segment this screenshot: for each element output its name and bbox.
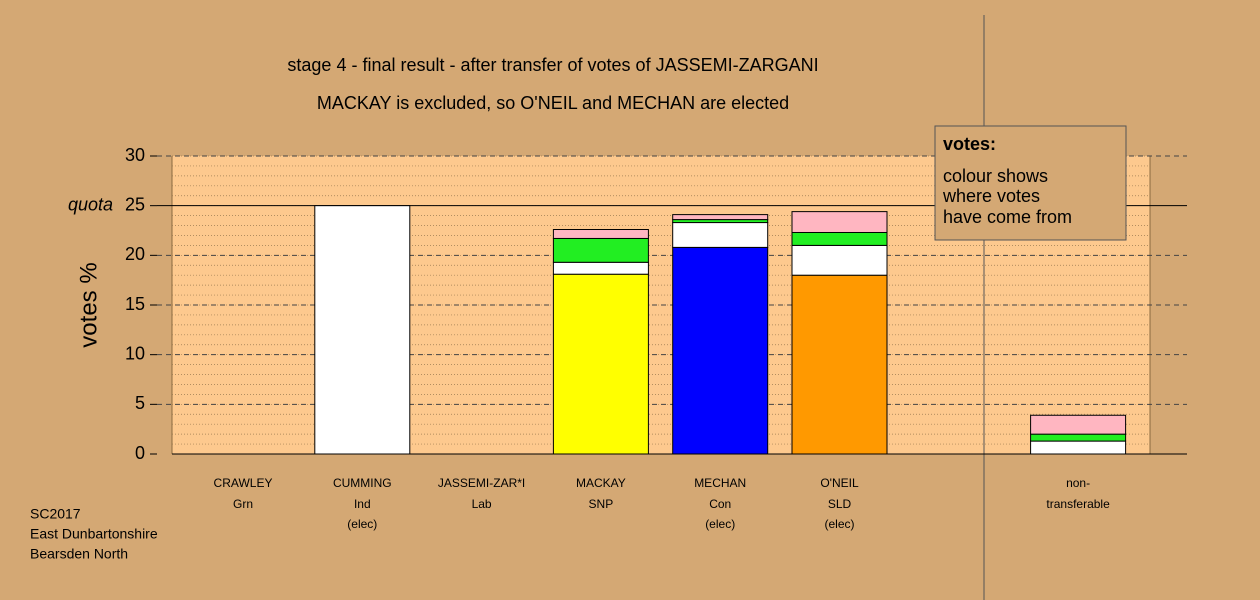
bar-segment <box>552 237 649 263</box>
footer-text: East Dunbartonshire <box>30 526 158 542</box>
y-tick-label: 15 <box>125 294 145 314</box>
x-tick-sublabel: Grn <box>233 497 253 511</box>
bar-segment <box>672 246 769 455</box>
x-tick-label: non- <box>1066 476 1090 490</box>
x-tick-label: O'NEIL <box>820 476 859 490</box>
bar-segment <box>552 273 649 455</box>
y-tick-label: 20 <box>125 244 145 264</box>
bar-segment <box>1030 440 1127 455</box>
bar-segment <box>1030 433 1127 442</box>
bar-segment <box>1030 414 1127 435</box>
bar-segment <box>552 261 649 275</box>
quota-label: quota <box>68 194 113 214</box>
x-tick-label: MACKAY <box>576 476 626 490</box>
x-tick-status: (elec) <box>824 517 854 531</box>
footer-text: SC2017 <box>30 506 81 522</box>
x-tick-sublabel: transferable <box>1046 497 1110 511</box>
x-tick-sublabel: Con <box>709 497 731 511</box>
x-tick-sublabel: SNP <box>589 497 614 511</box>
chart-subtitle: MACKAY is excluded, so O'NEIL and MECHAN… <box>317 93 789 113</box>
x-tick-label: JASSEMI-ZAR*I <box>438 476 525 490</box>
bar-segment <box>791 244 888 276</box>
legend-text: where votes <box>942 186 1040 206</box>
legend-box <box>934 125 1127 241</box>
bar-segment <box>791 211 888 233</box>
bar-segment <box>314 205 411 455</box>
footer-text: Bearsden North <box>30 546 128 562</box>
bar-segment <box>791 231 888 246</box>
x-tick-status: (elec) <box>347 517 377 531</box>
x-tick-label: MECHAN <box>694 476 746 490</box>
x-tick-sublabel: SLD <box>828 497 852 511</box>
bar-segment <box>791 274 888 455</box>
y-axis-label: votes % <box>75 262 102 347</box>
x-tick-sublabel: Lab <box>472 497 492 511</box>
x-tick-status: (elec) <box>705 517 735 531</box>
bar-segment <box>552 229 649 239</box>
bar-segment <box>672 214 769 221</box>
x-tick-label: CUMMING <box>333 476 392 490</box>
x-tick-label: CRAWLEY <box>214 476 273 490</box>
bar-segment <box>672 222 769 248</box>
y-tick-label: 10 <box>125 343 145 363</box>
x-tick-sublabel: Ind <box>354 497 371 511</box>
legend-title: votes: <box>943 134 996 154</box>
chart-title: stage 4 - final result - after transfer … <box>287 55 818 75</box>
y-tick-label: 30 <box>125 145 145 165</box>
y-tick-label: 5 <box>135 393 145 413</box>
y-tick-label: 25 <box>125 194 145 214</box>
legend-text: have come from <box>943 207 1072 227</box>
y-tick-label: 0 <box>135 443 145 463</box>
legend-text: colour shows <box>943 166 1048 186</box>
